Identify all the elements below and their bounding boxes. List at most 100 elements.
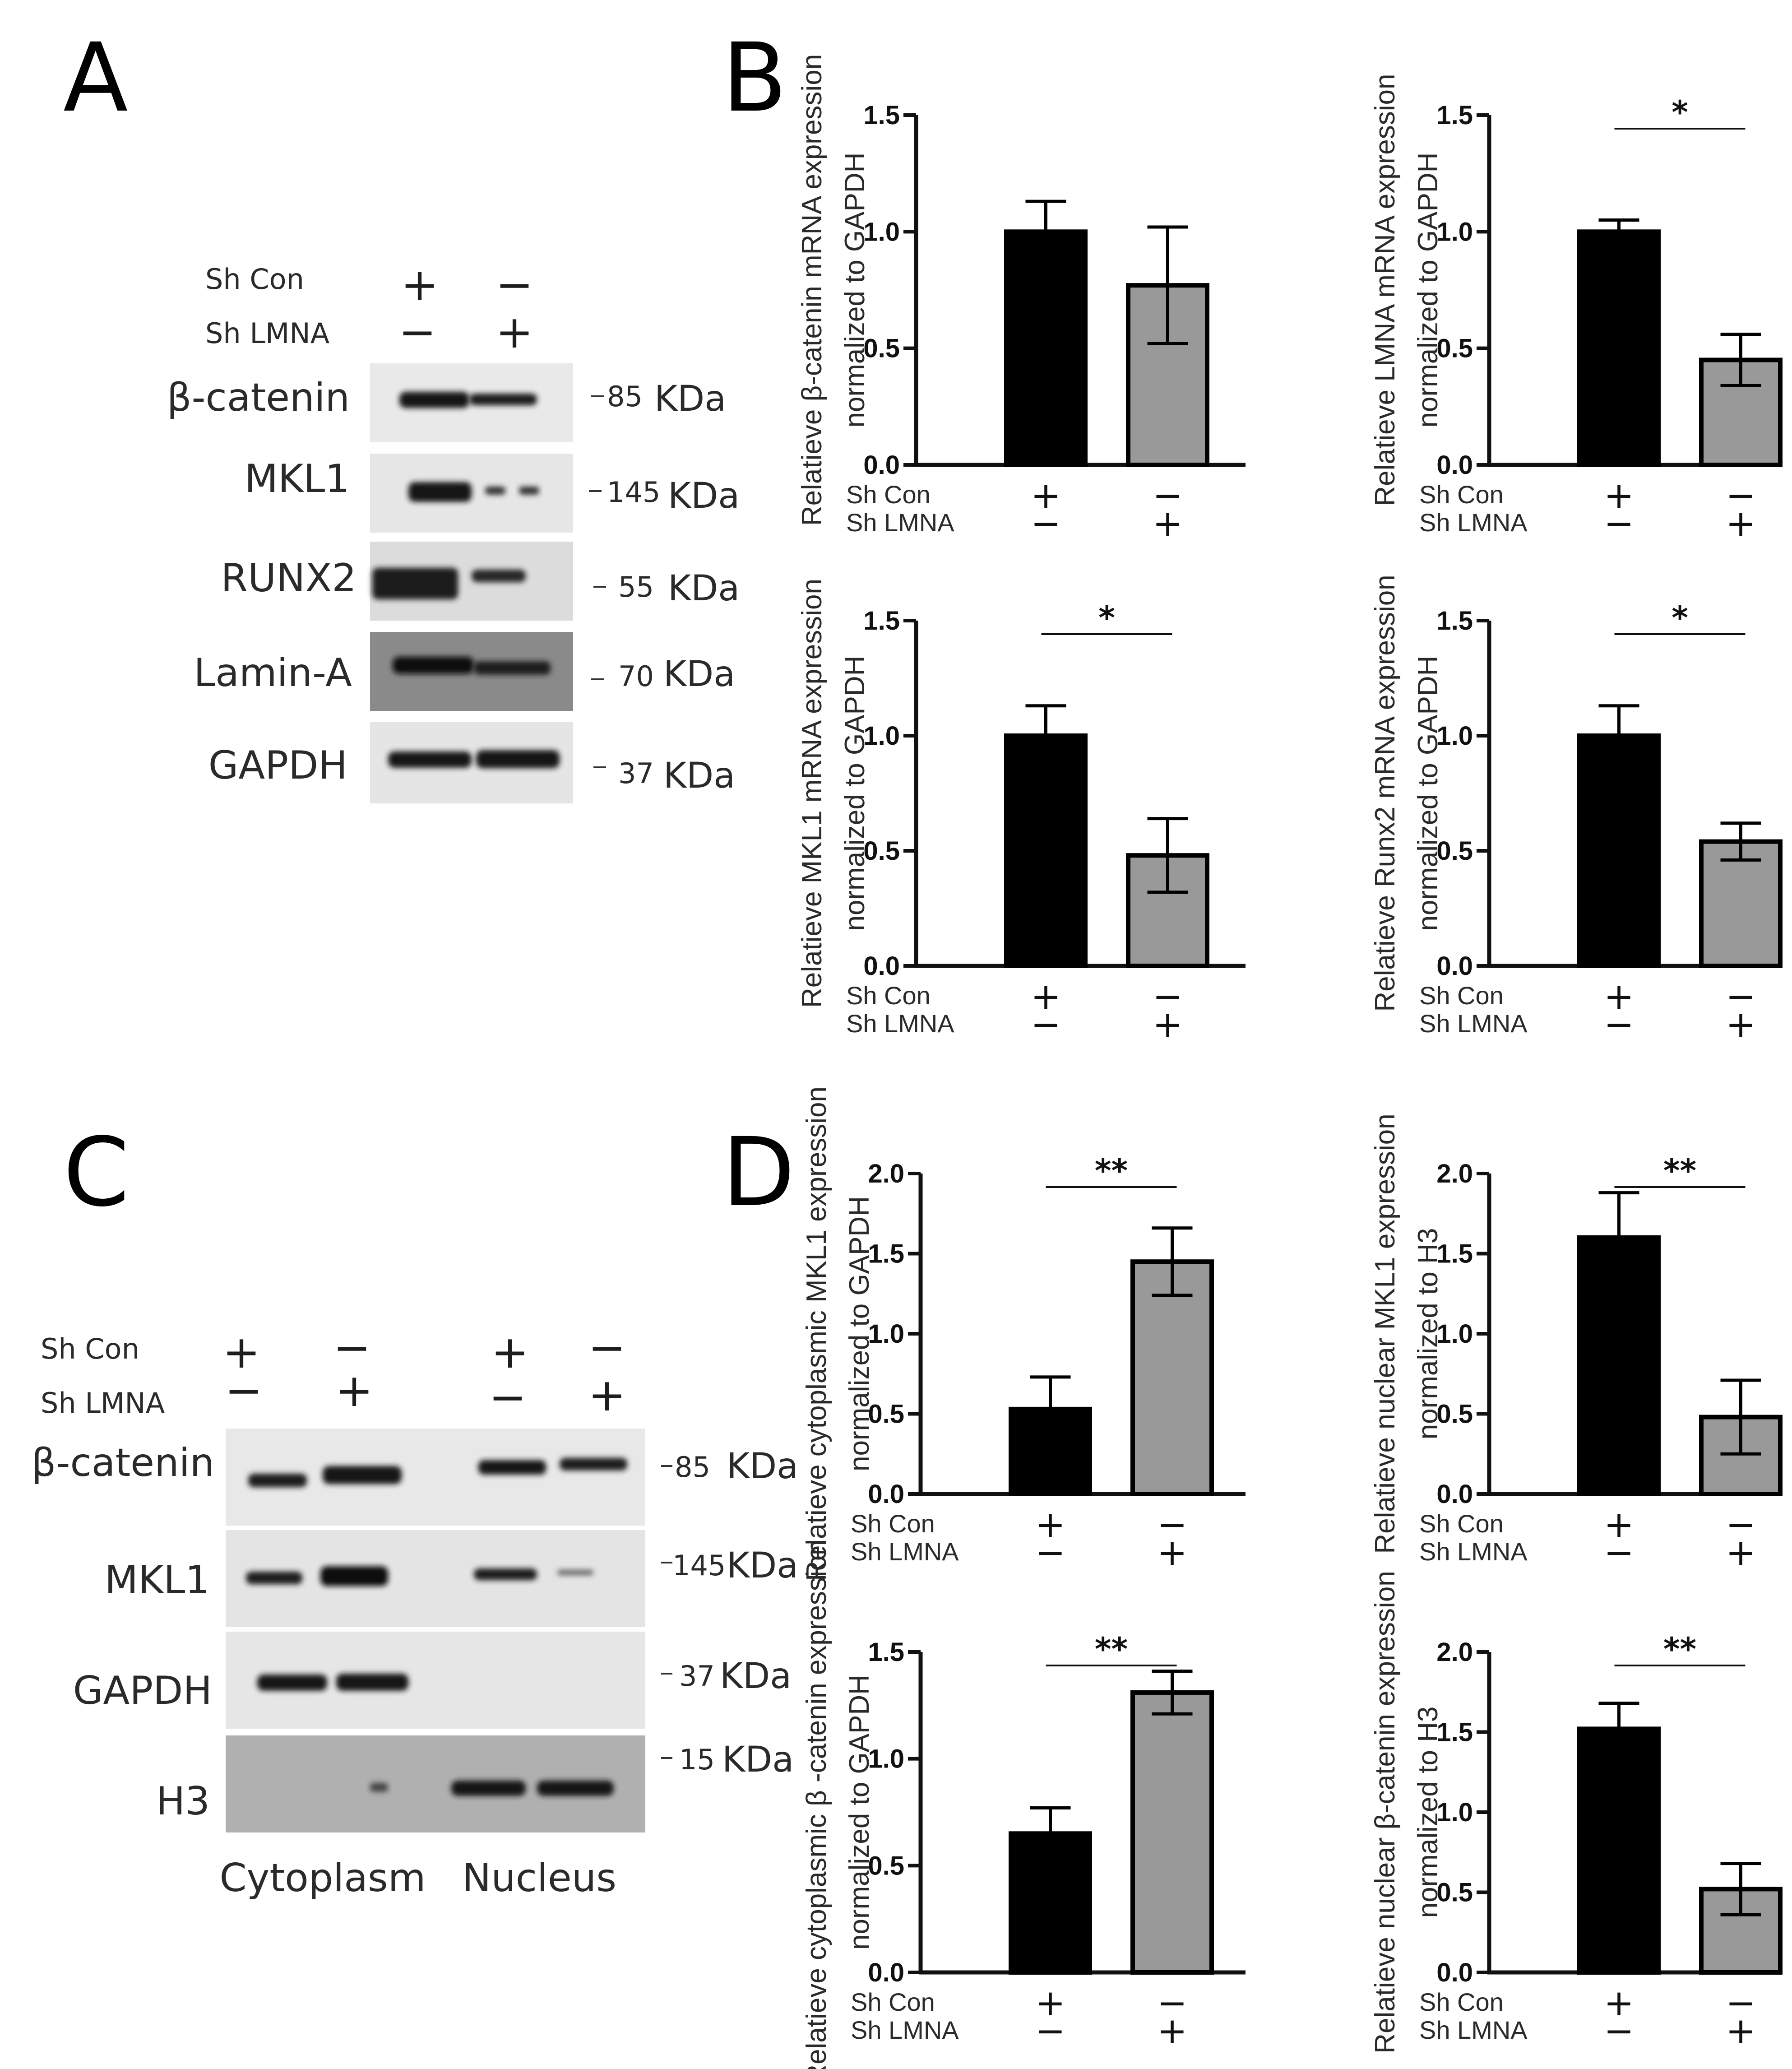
svg-text:KDa: KDa xyxy=(668,476,740,516)
y-tick-label: 0.0 xyxy=(1436,1958,1473,1987)
x-condition-sign: + xyxy=(1157,1531,1187,1573)
panel-c-condition-shlmna: Sh LMNA xyxy=(41,1387,165,1420)
y-axis-label: normalized to GAPDH xyxy=(844,1675,875,1950)
significance-marker: ** xyxy=(1663,1631,1696,1668)
panel-c-sign: − xyxy=(225,1364,263,1417)
bar-chart: 0.00.51.01.5 *Sh Con + −Sh LMNA − +Relatieve … xyxy=(796,579,1246,1045)
x-condition-sign: − xyxy=(1604,2010,1634,2052)
bar xyxy=(1009,1406,1092,1497)
svg-text:KDa: KDa xyxy=(727,1446,798,1487)
x-condition-label: Sh LMNA xyxy=(1419,1009,1528,1038)
x-condition-sign: − xyxy=(1153,474,1183,516)
panel-c-sign: + xyxy=(588,1369,626,1421)
y-axis-label: normalized to H3 xyxy=(1412,1707,1444,1918)
bar-chart: 0.00.51.01.52.0 **Sh Con + −Sh LMNA − +Relati… xyxy=(1370,1113,1783,1573)
y-tick-label: 1.5 xyxy=(1436,1239,1473,1269)
svg-text:85: 85 xyxy=(607,380,643,413)
y-tick-label: 1.0 xyxy=(863,721,900,751)
mw-marker: 70 KDa xyxy=(591,654,735,695)
svg-text:KDa: KDa xyxy=(663,654,735,695)
mw-marker: 15 KDa xyxy=(661,1740,794,1780)
x-condition-label: Sh LMNA xyxy=(846,1009,954,1038)
bar-chart: 0.00.51.01.5 **Sh Con + −Sh LMNA − +Relatieve… xyxy=(801,1540,1246,2069)
mw-marker: 85 KDa xyxy=(661,1446,798,1487)
panel-a-sign: − xyxy=(495,258,533,311)
y-tick-label: 0.0 xyxy=(863,450,900,480)
significance-marker: ** xyxy=(1663,1152,1696,1189)
x-condition-label: Sh Con xyxy=(1419,1988,1504,2016)
y-tick-label: 0.0 xyxy=(868,1958,904,1987)
x-condition-sign: − xyxy=(1157,1503,1187,1545)
y-tick-label: 1.5 xyxy=(868,1239,904,1269)
x-condition-label: Sh LMNA xyxy=(851,1537,959,1566)
y-tick-label: 0.0 xyxy=(1436,951,1473,981)
x-condition-sign: − xyxy=(1157,1982,1187,2024)
svg-text:145: 145 xyxy=(607,476,660,509)
blot-a-mkl1 xyxy=(370,454,573,533)
bar xyxy=(1130,1690,1214,1975)
bar xyxy=(1699,839,1783,968)
y-tick-label: 0.5 xyxy=(1436,334,1473,363)
svg-text:70: 70 xyxy=(618,660,654,693)
blot-a-label-beta-catenin: β-catenin xyxy=(167,375,350,420)
blot-a-label-lamin-a: Lamin-A xyxy=(194,650,352,696)
x-condition-sign: − xyxy=(1035,1531,1065,1573)
y-tick-label: 2.0 xyxy=(1436,1159,1473,1188)
panel-c-sign: − xyxy=(333,1321,371,1374)
mw-marker: 55 KDa xyxy=(593,568,740,609)
y-tick-label: 0.5 xyxy=(863,836,900,866)
panel-letter-a: A xyxy=(63,23,128,133)
mw-marker: 145 KDa xyxy=(661,1545,798,1586)
svg-text:KDa: KDa xyxy=(663,756,735,796)
significance-marker: ** xyxy=(1095,1152,1128,1189)
svg-text:KDa: KDa xyxy=(654,379,726,419)
y-axis-label: normalized to GAPDH xyxy=(839,656,871,931)
y-axis-label: Relatieve cytoplasmic MKL1 expression xyxy=(801,1086,832,1581)
blot-c-beta-catenin xyxy=(226,1429,645,1526)
x-condition-sign: − xyxy=(1726,975,1756,1017)
x-condition-label: Sh Con xyxy=(846,981,931,1010)
x-condition-label: Sh LMNA xyxy=(851,2016,959,2044)
blot-a-label-mkl1: MKL1 xyxy=(245,456,350,501)
fraction-label-cytoplasm: Cytoplasm xyxy=(219,1856,426,1901)
x-condition-sign: − xyxy=(1604,1531,1634,1573)
x-condition-sign: + xyxy=(1726,2010,1756,2052)
y-tick-label: 1.5 xyxy=(868,1638,904,1667)
x-condition-sign: + xyxy=(1035,1982,1065,2024)
x-condition-sign: − xyxy=(1604,502,1634,544)
svg-text:37: 37 xyxy=(618,757,654,790)
panel-c: Sh Con Sh LMNA + − + − − + − + xyxy=(32,1321,798,1901)
significance-marker: * xyxy=(1098,599,1115,636)
y-tick-label: 1.0 xyxy=(868,1744,904,1774)
panel-c-sign: − xyxy=(588,1321,626,1374)
x-condition-sign: + xyxy=(1157,2010,1187,2052)
y-tick-label: 0.0 xyxy=(868,1480,904,1509)
x-condition-label: Sh Con xyxy=(1419,981,1504,1010)
y-axis-label: normalized to GAPDH xyxy=(844,1196,875,1471)
y-tick-label: 1.5 xyxy=(863,101,900,130)
y-tick-label: 0.5 xyxy=(1436,1400,1473,1429)
bar xyxy=(1009,1831,1092,1975)
panel-letter-d: D xyxy=(722,1117,795,1228)
mw-marker: 37 KDa xyxy=(661,1656,792,1697)
charts: 0.00.51.01.5Sh Con + −Sh LMNA − +Relatieve β… xyxy=(796,54,1783,2069)
y-tick-label: 2.0 xyxy=(868,1159,904,1188)
blot-c-label-h3: H3 xyxy=(156,1779,210,1824)
y-tick-label: 0.0 xyxy=(1436,450,1473,480)
y-axis-label: Relatieve cytoplasmic β -catenin express… xyxy=(801,1540,832,2069)
y-axis-label: normalized to H3 xyxy=(1412,1228,1444,1440)
panel-c-sign: + xyxy=(491,1326,529,1378)
svg-text:37: 37 xyxy=(679,1660,715,1693)
x-condition-sign: + xyxy=(1726,502,1756,544)
blot-a-runx2 xyxy=(370,542,573,621)
y-tick-label: 2.0 xyxy=(1436,1638,1473,1667)
y-axis-label: normalized to GAPDH xyxy=(839,153,871,428)
svg-text:KDa: KDa xyxy=(668,568,740,609)
blot-a-gapdh xyxy=(370,722,573,803)
blot-a-label-gapdh: GAPDH xyxy=(208,743,347,788)
blot-c-h3 xyxy=(226,1735,645,1832)
x-condition-label: Sh Con xyxy=(851,1509,935,1538)
panel-letter-c: C xyxy=(63,1117,130,1228)
x-condition-sign: − xyxy=(1153,975,1183,1017)
y-tick-label: 1.5 xyxy=(1436,1718,1473,1747)
